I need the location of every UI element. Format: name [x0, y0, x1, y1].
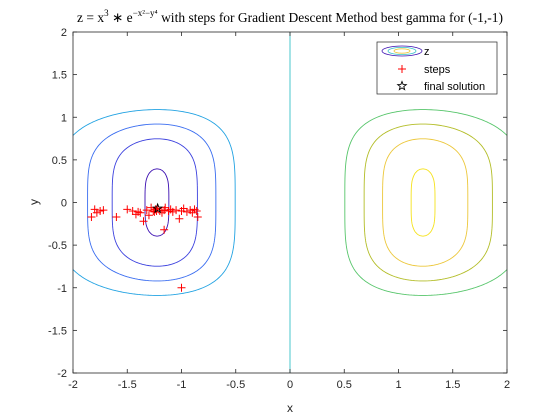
- step-marker: [128, 207, 137, 216]
- step-marker: [161, 203, 170, 212]
- contour-level-line: [382, 138, 469, 267]
- y-tick-label: -0.5: [48, 240, 67, 252]
- step-marker: [182, 207, 191, 216]
- y-axis-label: y: [27, 199, 41, 205]
- step-marker: [193, 212, 202, 221]
- step-marker: [179, 204, 188, 213]
- y-tick-label: -1.5: [48, 325, 67, 337]
- contour-level-line: [72, 109, 236, 296]
- legend-label-steps: steps: [424, 64, 451, 76]
- contour-level-line: [410, 168, 436, 237]
- x-tick-label: 0: [287, 379, 293, 391]
- legend-label-z: z: [424, 46, 430, 58]
- final-solution-star: [152, 202, 164, 214]
- step-marker: [112, 212, 121, 221]
- y-tick-label: 0.5: [52, 155, 67, 167]
- step-marker: [96, 207, 105, 216]
- legend-box: [376, 41, 498, 95]
- x-tick-label: 1.5: [445, 379, 460, 391]
- step-marker: [123, 205, 132, 214]
- step-marker: [172, 206, 181, 215]
- step-marker: [144, 211, 153, 220]
- contour-level-line: [363, 123, 493, 282]
- title-exponent-1: 3: [104, 8, 109, 18]
- step-marker: [192, 207, 201, 216]
- x-axis-label: x: [287, 401, 293, 415]
- legend-steps-marker: [398, 65, 406, 73]
- contour-level-line: [344, 109, 508, 296]
- final-solution-marker: [152, 202, 164, 214]
- y-tick-label: 0: [61, 198, 67, 210]
- x-tick-label: -2: [68, 379, 78, 391]
- x-tick-label: 1: [395, 379, 401, 391]
- step-marker: [160, 225, 169, 234]
- x-tick-label: -1: [177, 379, 187, 391]
- x-axis-ticks: -2 -1.5 -1 -0.5 0 0.5 1 1.5 2: [68, 32, 510, 391]
- title-exponent-2: −x²−y⁴: [133, 8, 158, 18]
- y-tick-label: 2: [61, 27, 67, 39]
- y-tick-label: 1: [61, 112, 67, 124]
- step-marker: [99, 206, 108, 215]
- legend-contour-swatch: [381, 45, 423, 57]
- contour-level-line: [87, 123, 217, 282]
- legend: z steps final solution: [376, 41, 498, 95]
- step-marker: [92, 208, 101, 217]
- x-tick-label: 0.5: [337, 379, 352, 391]
- x-tick-label: -1.5: [118, 379, 137, 391]
- contour-lines: [72, 32, 508, 373]
- step-marker: [139, 217, 148, 226]
- chart-title: z = x3 ∗ e−x²−y⁴ with steps for Gradient…: [77, 8, 503, 25]
- step-marker: [177, 283, 186, 292]
- x-tick-label: 2: [504, 379, 510, 391]
- contour-level-line: [111, 138, 198, 267]
- step-markers: [87, 203, 202, 292]
- y-tick-label: 1.5: [52, 70, 67, 82]
- step-marker: [87, 212, 96, 221]
- step-marker: [175, 214, 184, 223]
- step-marker: [134, 207, 143, 216]
- step-marker: [168, 207, 177, 216]
- step-marker: [142, 206, 151, 215]
- y-tick-label: -1: [57, 283, 67, 295]
- legend-star-marker: [396, 80, 408, 91]
- y-axis-ticks: -2 -1.5 -1 -0.5 0 0.5 1 1.5 2: [48, 27, 507, 380]
- x-tick-label: -0.5: [226, 379, 245, 391]
- y-tick-label: -2: [57, 368, 67, 380]
- legend-label-final-solution: final solution: [424, 81, 485, 93]
